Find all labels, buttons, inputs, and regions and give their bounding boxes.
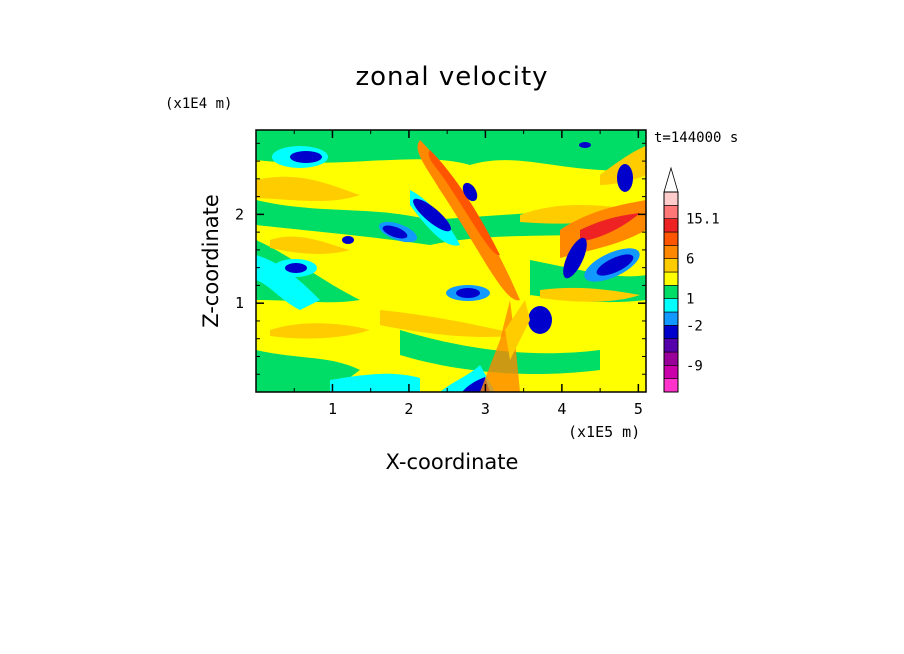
plot-frame: [255, 129, 647, 393]
colorbar-segment: [663, 378, 679, 393]
colorbar-segment: [663, 191, 679, 206]
colorbar-segment: [663, 351, 679, 366]
colorbar-segment: [663, 298, 679, 313]
x-tick-label: 1: [328, 400, 337, 418]
x-tick-label: 5: [634, 400, 643, 418]
x-axis-label: X-coordinate: [386, 450, 519, 474]
colorbar-label: -2: [686, 318, 703, 334]
colorbar: -9 -2 1 6 15.1: [663, 166, 720, 393]
x-tick-label: 3: [481, 400, 490, 418]
colorbar-frame: [663, 191, 679, 393]
colorbar-label: 15.1: [686, 212, 720, 228]
chart-title: zonal velocity: [355, 62, 548, 92]
colorbar-segment: [663, 365, 679, 379]
colorbar-label: -9: [686, 358, 703, 374]
colorbar-segment: [663, 338, 679, 353]
colorbar-segment: [663, 218, 679, 233]
colorbar-segment: [663, 258, 679, 273]
x-tick-label: 4: [557, 400, 566, 418]
y-tick-label: 2: [235, 205, 244, 223]
y-axis-ticks: 12: [235, 142, 646, 375]
colorbar-label: 6: [686, 252, 694, 268]
colorbar-segment: [663, 245, 679, 259]
x-scale-label: (x1E5 m): [568, 423, 640, 441]
colorbar-label: 1: [686, 292, 694, 308]
contour-field: [256, 130, 646, 392]
x-axis-ticks: 1 2 3 4 5: [293, 130, 643, 418]
colorbar-segment: [663, 311, 679, 326]
colorbar-extend-arrow: [663, 166, 679, 193]
colorbar-segment: [663, 285, 679, 299]
y-tick-label: 1: [235, 294, 244, 312]
y-axis-label: Z-coordinate: [199, 194, 223, 328]
colorbar-segment: [663, 325, 679, 339]
y-scale-label: (x1E4 m): [165, 96, 232, 112]
x-tick-label: 2: [404, 400, 413, 418]
time-label: t=144000 s: [654, 130, 738, 146]
colorbar-segment: [663, 205, 679, 219]
colorbar-segment: [663, 271, 679, 286]
colorbar-segment: [663, 231, 679, 246]
